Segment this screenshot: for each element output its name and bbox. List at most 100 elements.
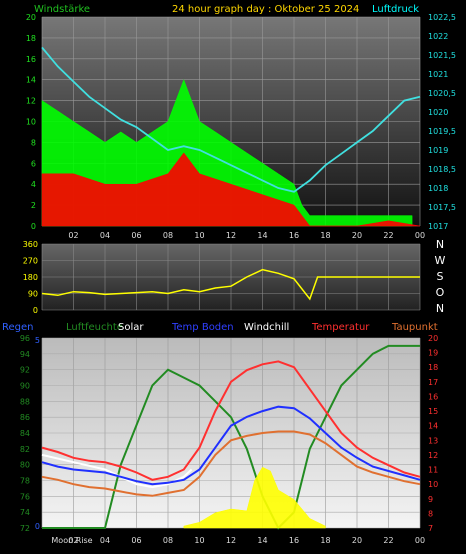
humidity-tick: 92 xyxy=(20,366,30,375)
panel3-grid xyxy=(41,337,421,529)
humidity-tick: 94 xyxy=(20,350,30,359)
temperature-tick: 10 xyxy=(428,480,438,489)
pressure-tick: 1017 xyxy=(428,222,448,231)
time-tick: 06 xyxy=(131,231,141,240)
direction-tick: 180 xyxy=(23,273,38,282)
time-tick: 02 xyxy=(68,536,78,545)
temperature-tick: 7 xyxy=(428,524,433,533)
time-tick: 20 xyxy=(352,536,362,545)
pressure-tick: 1017,5 xyxy=(428,203,456,212)
pressure-tick: 1020 xyxy=(428,108,448,117)
time-tick: 02 xyxy=(68,231,78,240)
humidity-tick: 86 xyxy=(20,413,30,422)
legend-windchill: Windchill xyxy=(244,322,289,333)
humidity-tick: 88 xyxy=(20,397,30,406)
axis-ticks: 0246810121416182010171017,510181018,5101… xyxy=(20,13,456,545)
humidity-tick: 96 xyxy=(20,334,30,343)
time-tick: 00 xyxy=(415,536,425,545)
time-tick: 06 xyxy=(131,536,141,545)
humidity-tick: 90 xyxy=(20,382,30,391)
wind-tick: 10 xyxy=(26,118,36,127)
legend-taupunkt: Taupunkt xyxy=(391,322,438,333)
time-tick: 00 xyxy=(415,231,425,240)
panel2-series xyxy=(41,268,420,301)
series-windchill-line xyxy=(41,453,193,489)
temperature-tick: 14 xyxy=(428,422,438,431)
direction-tick: 90 xyxy=(28,290,38,299)
direction-tick: 270 xyxy=(23,257,38,266)
humidity-tick: 72 xyxy=(20,524,30,533)
rain-tick: 0 xyxy=(35,522,40,531)
humidity-tick: 80 xyxy=(20,461,30,470)
wind-tick: 0 xyxy=(31,222,36,231)
time-tick: 14 xyxy=(257,231,267,240)
pressure-tick: 1022,5 xyxy=(428,13,456,22)
humidity-tick: 82 xyxy=(20,445,30,454)
pressure-tick: 1019,5 xyxy=(428,127,456,136)
wind-average-area xyxy=(41,152,421,227)
pressure-tick: 1022 xyxy=(428,32,448,41)
wind-tick: 6 xyxy=(31,159,36,168)
wind-tick: 8 xyxy=(31,138,36,147)
direction-tick: 360 xyxy=(23,240,38,249)
compass-letter: W xyxy=(435,254,446,267)
time-tick: 20 xyxy=(352,231,362,240)
pressure-tick: 1021 xyxy=(428,70,448,79)
header-left-label: Windstärke xyxy=(34,4,90,15)
header-title: 24 hour graph day : Oktober 25 2024 xyxy=(172,4,359,15)
time-tick: 16 xyxy=(289,231,299,240)
legend-luftfeuchte: Luftfeuchte xyxy=(66,322,123,333)
direction-tick: 0 xyxy=(33,306,38,315)
wind-tick: 14 xyxy=(26,76,36,85)
temperature-tick: 17 xyxy=(428,378,438,387)
solar-area xyxy=(183,466,326,529)
time-tick: 14 xyxy=(257,536,267,545)
legend-regen: Regen xyxy=(2,322,34,333)
time-tick: 04 xyxy=(100,231,110,240)
pressure-tick: 1019 xyxy=(428,146,448,155)
pressure-tick: 1018 xyxy=(428,184,448,193)
time-tick: 08 xyxy=(163,536,173,545)
temperature-tick: 13 xyxy=(428,436,438,445)
wind-tick: 18 xyxy=(26,34,36,43)
wind-tick: 20 xyxy=(26,13,36,22)
pressure-tick: 1018,5 xyxy=(428,165,456,174)
panel2-grid xyxy=(41,243,421,311)
temperature-tick: 20 xyxy=(428,334,438,343)
compass-letter: S xyxy=(437,270,444,283)
humidity-tick: 76 xyxy=(20,492,30,501)
time-tick: 18 xyxy=(320,231,330,240)
pressure-tick: 1021,5 xyxy=(428,51,456,60)
series-temp-boden-line xyxy=(41,405,421,486)
time-tick: 08 xyxy=(163,231,173,240)
humidity-line xyxy=(42,344,420,530)
legend-solar: Solar xyxy=(118,322,144,333)
legend-temperatur: Temperatur xyxy=(311,322,370,333)
pressure-tick: 1020,5 xyxy=(428,89,456,98)
temperature-tick: 15 xyxy=(428,407,438,416)
temperature-tick: 11 xyxy=(428,466,438,475)
series-taupunkt-line xyxy=(41,430,421,497)
time-tick: 22 xyxy=(383,231,393,240)
wind-tick: 4 xyxy=(31,180,36,189)
temperature-tick: 16 xyxy=(428,392,438,401)
temperature-tick: 8 xyxy=(428,509,433,518)
legend-temp-boden: Temp Boden xyxy=(171,322,234,333)
time-tick: 12 xyxy=(226,536,236,545)
humidity-tick: 84 xyxy=(20,429,30,438)
time-tick: 10 xyxy=(194,231,204,240)
rain-tick: 5 xyxy=(35,336,40,345)
time-tick: 18 xyxy=(320,536,330,545)
wind-direction-line xyxy=(41,268,420,301)
series-temperatur-line xyxy=(41,360,421,481)
panel3-series xyxy=(41,344,421,530)
compass-letter: O xyxy=(436,286,445,299)
wind-tick: 16 xyxy=(26,55,36,64)
compass-letter: N xyxy=(436,238,444,251)
time-tick: 04 xyxy=(100,536,110,545)
temperature-tick: 12 xyxy=(428,451,438,460)
time-tick: 12 xyxy=(226,231,236,240)
wind-tick: 12 xyxy=(26,97,36,106)
